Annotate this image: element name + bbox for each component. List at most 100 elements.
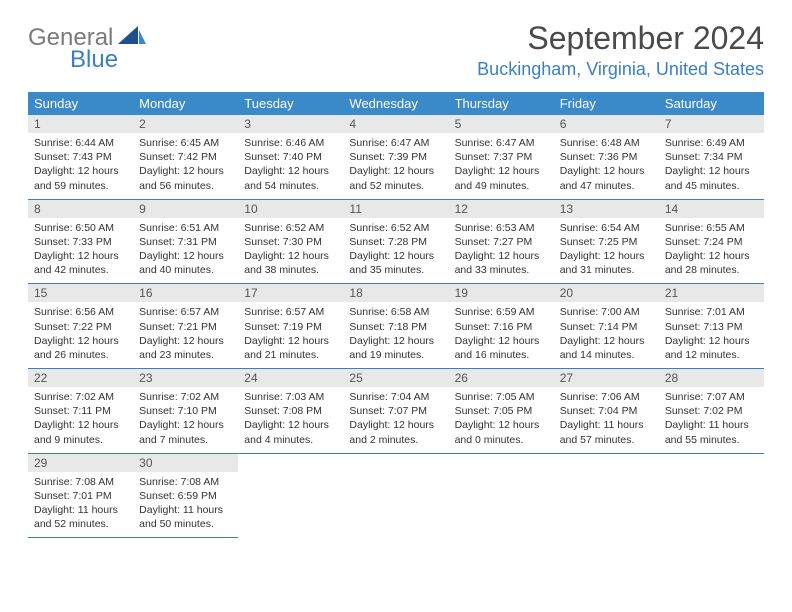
day-body: Sunrise: 6:58 AMSunset: 7:18 PMDaylight:… (343, 302, 448, 368)
calendar-cell: 9Sunrise: 6:51 AMSunset: 7:31 PMDaylight… (133, 199, 238, 284)
calendar-cell: 7Sunrise: 6:49 AMSunset: 7:34 PMDaylight… (659, 115, 764, 199)
day-day2: and 16 minutes. (455, 348, 548, 362)
day-sunset: Sunset: 7:02 PM (665, 404, 758, 418)
day-sunrise: Sunrise: 7:02 AM (34, 390, 127, 404)
month-title: September 2024 (477, 20, 764, 57)
day-sunset: Sunset: 7:33 PM (34, 235, 127, 249)
day-header: Saturday (659, 92, 764, 115)
day-sunset: Sunset: 7:37 PM (455, 150, 548, 164)
day-number: 28 (659, 369, 764, 387)
day-sunset: Sunset: 7:42 PM (139, 150, 232, 164)
calendar-row: 15Sunrise: 6:56 AMSunset: 7:22 PMDayligh… (28, 284, 764, 369)
calendar-row: 22Sunrise: 7:02 AMSunset: 7:11 PMDayligh… (28, 369, 764, 454)
day-body: Sunrise: 7:02 AMSunset: 7:10 PMDaylight:… (133, 387, 238, 453)
calendar-row: 29Sunrise: 7:08 AMSunset: 7:01 PMDayligh… (28, 453, 764, 538)
day-sunrise: Sunrise: 6:52 AM (244, 221, 337, 235)
day-body: Sunrise: 6:44 AMSunset: 7:43 PMDaylight:… (28, 133, 133, 199)
day-day1: Daylight: 12 hours (349, 164, 442, 178)
day-sunrise: Sunrise: 7:08 AM (34, 475, 127, 489)
day-sunrise: Sunrise: 6:49 AM (665, 136, 758, 150)
day-sunset: Sunset: 7:01 PM (34, 489, 127, 503)
day-day1: Daylight: 11 hours (665, 418, 758, 432)
day-header: Tuesday (238, 92, 343, 115)
calendar-cell: 12Sunrise: 6:53 AMSunset: 7:27 PMDayligh… (449, 199, 554, 284)
day-header-row: Sunday Monday Tuesday Wednesday Thursday… (28, 92, 764, 115)
day-body: Sunrise: 7:08 AMSunset: 7:01 PMDaylight:… (28, 472, 133, 538)
day-body: Sunrise: 7:05 AMSunset: 7:05 PMDaylight:… (449, 387, 554, 453)
day-day2: and 54 minutes. (244, 179, 337, 193)
day-header: Thursday (449, 92, 554, 115)
day-sunrise: Sunrise: 7:05 AM (455, 390, 548, 404)
day-day2: and 21 minutes. (244, 348, 337, 362)
calendar-cell-empty (449, 453, 554, 538)
day-body: Sunrise: 6:48 AMSunset: 7:36 PMDaylight:… (554, 133, 659, 199)
calendar-cell: 24Sunrise: 7:03 AMSunset: 7:08 PMDayligh… (238, 369, 343, 454)
day-number: 10 (238, 200, 343, 218)
day-sunset: Sunset: 7:13 PM (665, 320, 758, 334)
calendar-cell: 13Sunrise: 6:54 AMSunset: 7:25 PMDayligh… (554, 199, 659, 284)
calendar-cell: 6Sunrise: 6:48 AMSunset: 7:36 PMDaylight… (554, 115, 659, 199)
day-sunset: Sunset: 7:22 PM (34, 320, 127, 334)
brand-logo: General Blue (28, 26, 146, 72)
day-sunset: Sunset: 7:43 PM (34, 150, 127, 164)
calendar-table: Sunday Monday Tuesday Wednesday Thursday… (28, 92, 764, 538)
day-day1: Daylight: 11 hours (34, 503, 127, 517)
day-day2: and 35 minutes. (349, 263, 442, 277)
day-day2: and 59 minutes. (34, 179, 127, 193)
day-number: 20 (554, 284, 659, 302)
day-day1: Daylight: 12 hours (560, 334, 653, 348)
day-body: Sunrise: 6:52 AMSunset: 7:28 PMDaylight:… (343, 218, 448, 284)
day-sunrise: Sunrise: 7:07 AM (665, 390, 758, 404)
day-body: Sunrise: 6:45 AMSunset: 7:42 PMDaylight:… (133, 133, 238, 199)
day-day1: Daylight: 12 hours (34, 418, 127, 432)
day-number: 22 (28, 369, 133, 387)
day-body: Sunrise: 7:00 AMSunset: 7:14 PMDaylight:… (554, 302, 659, 368)
calendar-cell: 17Sunrise: 6:57 AMSunset: 7:19 PMDayligh… (238, 284, 343, 369)
day-body: Sunrise: 7:07 AMSunset: 7:02 PMDaylight:… (659, 387, 764, 453)
day-sunrise: Sunrise: 6:57 AM (139, 305, 232, 319)
calendar-cell: 16Sunrise: 6:57 AMSunset: 7:21 PMDayligh… (133, 284, 238, 369)
day-number: 9 (133, 200, 238, 218)
day-sunset: Sunset: 7:18 PM (349, 320, 442, 334)
day-day1: Daylight: 12 hours (139, 418, 232, 432)
day-body: Sunrise: 6:54 AMSunset: 7:25 PMDaylight:… (554, 218, 659, 284)
day-day2: and 19 minutes. (349, 348, 442, 362)
day-sunrise: Sunrise: 6:45 AM (139, 136, 232, 150)
day-sunrise: Sunrise: 6:46 AM (244, 136, 337, 150)
day-number: 21 (659, 284, 764, 302)
day-number: 30 (133, 454, 238, 472)
day-sunrise: Sunrise: 6:53 AM (455, 221, 548, 235)
day-day1: Daylight: 12 hours (665, 334, 758, 348)
calendar-cell-empty (659, 453, 764, 538)
day-sunset: Sunset: 7:24 PM (665, 235, 758, 249)
day-sunset: Sunset: 7:34 PM (665, 150, 758, 164)
day-number: 18 (343, 284, 448, 302)
day-day1: Daylight: 12 hours (665, 249, 758, 263)
day-sunset: Sunset: 7:28 PM (349, 235, 442, 249)
day-body: Sunrise: 7:06 AMSunset: 7:04 PMDaylight:… (554, 387, 659, 453)
day-sunrise: Sunrise: 6:51 AM (139, 221, 232, 235)
day-body: Sunrise: 7:03 AMSunset: 7:08 PMDaylight:… (238, 387, 343, 453)
calendar-row: 8Sunrise: 6:50 AMSunset: 7:33 PMDaylight… (28, 199, 764, 284)
day-day1: Daylight: 12 hours (34, 249, 127, 263)
day-day1: Daylight: 11 hours (560, 418, 653, 432)
day-day1: Daylight: 12 hours (244, 249, 337, 263)
day-sunrise: Sunrise: 6:59 AM (455, 305, 548, 319)
day-body: Sunrise: 6:47 AMSunset: 7:37 PMDaylight:… (449, 133, 554, 199)
day-sunset: Sunset: 7:31 PM (139, 235, 232, 249)
day-sunrise: Sunrise: 6:52 AM (349, 221, 442, 235)
day-sunrise: Sunrise: 6:54 AM (560, 221, 653, 235)
day-sunset: Sunset: 6:59 PM (139, 489, 232, 503)
day-day1: Daylight: 12 hours (560, 164, 653, 178)
calendar-cell: 2Sunrise: 6:45 AMSunset: 7:42 PMDaylight… (133, 115, 238, 199)
day-body: Sunrise: 6:53 AMSunset: 7:27 PMDaylight:… (449, 218, 554, 284)
day-body: Sunrise: 6:46 AMSunset: 7:40 PMDaylight:… (238, 133, 343, 199)
day-day1: Daylight: 12 hours (560, 249, 653, 263)
day-number: 4 (343, 115, 448, 133)
calendar-cell: 30Sunrise: 7:08 AMSunset: 6:59 PMDayligh… (133, 453, 238, 538)
day-number: 17 (238, 284, 343, 302)
day-number: 8 (28, 200, 133, 218)
day-day1: Daylight: 12 hours (244, 164, 337, 178)
day-day1: Daylight: 12 hours (244, 334, 337, 348)
day-day1: Daylight: 11 hours (139, 503, 232, 517)
